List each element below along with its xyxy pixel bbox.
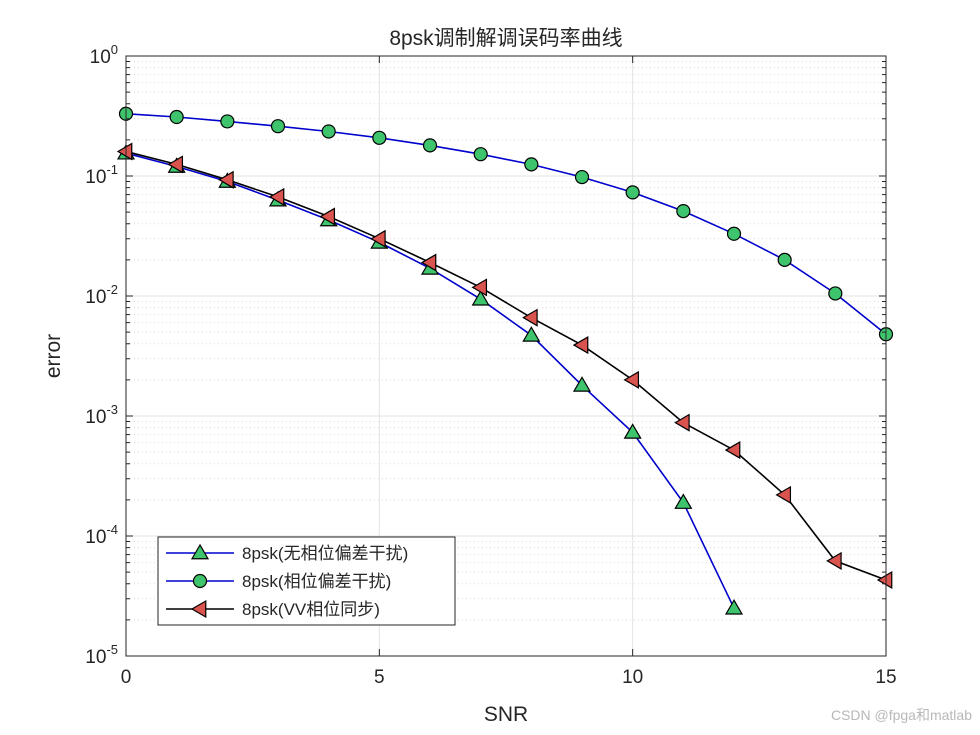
data-point	[370, 229, 386, 248]
x-tick-label: 15	[875, 667, 896, 688]
legend: 8psk(无相位偏差干扰) 8psk(相位偏差干扰) 8psk(VV相位同步)	[157, 536, 456, 626]
data-point	[319, 207, 336, 226]
series-layer	[116, 106, 894, 615]
data-point	[724, 441, 741, 460]
data-point	[625, 185, 640, 200]
data-point	[876, 570, 893, 590]
data-point	[420, 253, 437, 272]
y-axis-label: error	[42, 334, 65, 378]
data-point	[522, 308, 538, 327]
data-point	[726, 226, 742, 241]
y-tick-label: 10-1	[85, 162, 118, 188]
data-point	[777, 252, 792, 267]
legend-label: 8psk(VV相位同步)	[242, 600, 380, 619]
y-tick-label: 10-2	[85, 282, 118, 308]
data-point	[471, 290, 490, 306]
series-line	[125, 150, 887, 581]
data-point	[321, 124, 336, 139]
y-tick-label: 100	[90, 42, 118, 68]
legend-marker	[192, 573, 208, 589]
legend-marker	[190, 543, 210, 560]
data-point	[167, 155, 184, 174]
x-axis-label: SNR	[484, 703, 528, 726]
data-point	[572, 336, 589, 355]
data-point	[674, 413, 690, 432]
series-2	[116, 142, 893, 590]
data-point	[422, 138, 438, 153]
data-point	[473, 147, 488, 162]
x-tick-label: 5	[374, 667, 385, 688]
legend-label: 8psk(相位偏差干扰)	[242, 572, 391, 591]
watermark: CSDN @fpga和matlab	[830, 707, 972, 723]
y-tick-label: 10-3	[85, 402, 118, 428]
data-point	[572, 376, 592, 392]
data-point	[574, 169, 590, 185]
data-point	[471, 278, 488, 297]
data-point	[268, 187, 285, 206]
axis-ticks: 0 5 10 15 10-5 10-4 10-3 10-2 10-1 100	[85, 42, 896, 688]
y-tick-label: 10-4	[85, 522, 118, 548]
data-point	[116, 142, 133, 161]
plot-area-border	[125, 55, 887, 657]
data-point	[828, 286, 843, 301]
y-tick-label: 10-5	[85, 642, 118, 668]
data-point	[218, 170, 234, 189]
data-point	[676, 203, 691, 219]
data-point	[169, 109, 184, 125]
legend-marker	[190, 599, 207, 619]
data-point	[775, 485, 792, 504]
data-point	[674, 493, 693, 509]
data-point	[220, 114, 235, 129]
data-point	[372, 130, 387, 145]
data-point	[524, 157, 539, 172]
data-point	[623, 370, 640, 389]
chart-title: 8psk调制解调误码率曲线	[389, 27, 622, 50]
x-tick-label: 10	[622, 667, 643, 688]
data-point	[270, 119, 286, 134]
series-1	[118, 106, 894, 342]
data-point	[522, 326, 541, 342]
legend-label: 8psk(无相位偏差干扰)	[242, 544, 408, 563]
data-point	[826, 551, 842, 570]
data-point	[623, 423, 642, 439]
data-point	[724, 599, 744, 615]
series-line	[125, 113, 887, 335]
x-tick-label: 0	[121, 667, 132, 688]
